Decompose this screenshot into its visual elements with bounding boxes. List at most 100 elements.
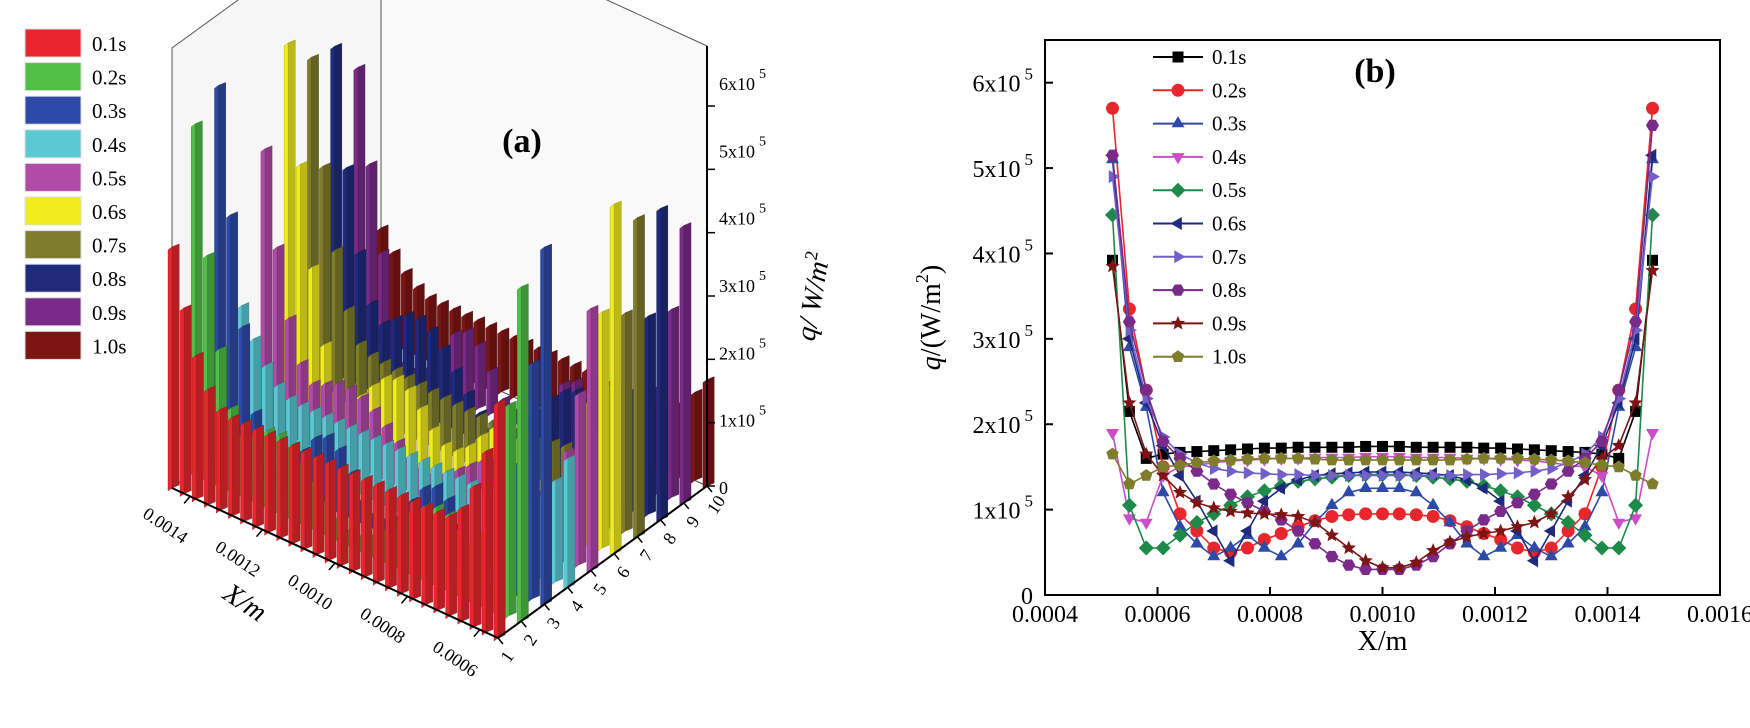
depth-tick-mark [706, 485, 713, 493]
data-point [1561, 489, 1576, 503]
data-point [1612, 518, 1626, 530]
data-point [1274, 549, 1288, 561]
data-point [1511, 451, 1524, 464]
data-point [1324, 527, 1339, 542]
data-point [1611, 438, 1626, 452]
bar-side [590, 304, 599, 571]
data-point [1311, 469, 1323, 482]
data-point [1206, 500, 1221, 514]
data-point [1594, 450, 1609, 465]
panel-b: 0.0004 0.0006 0.0008 0.0010 0.0012 0.0014 0.00… [912, 39, 1750, 657]
legend-marker [1171, 284, 1185, 296]
data-point [1544, 478, 1558, 490]
bar-side [316, 452, 325, 556]
data-point [1612, 460, 1625, 473]
legend-label: 0.6s [1212, 212, 1246, 236]
x-tick-label: 0.0014 [1575, 602, 1641, 628]
data-point [1578, 507, 1592, 521]
data-point [1527, 540, 1541, 552]
legend-label: 0.1s [1212, 45, 1246, 69]
bar-front [609, 203, 615, 557]
data-point [1578, 456, 1592, 468]
data-point [1459, 529, 1474, 543]
data-point [1392, 507, 1406, 521]
data-point [1493, 523, 1508, 537]
bar-front [517, 286, 522, 625]
data-point [1291, 508, 1306, 523]
bar-front [574, 392, 579, 569]
bar-front [452, 403, 457, 457]
data-point [1256, 494, 1269, 508]
legend-swatch [24, 230, 82, 260]
bar-front [457, 506, 462, 625]
bar-front [563, 457, 568, 591]
data-point [1595, 471, 1609, 483]
depth-tick-label: 9 [682, 512, 704, 531]
data-point [1562, 446, 1574, 458]
bar-side [461, 503, 470, 622]
bar-front [204, 388, 209, 509]
data-point [1645, 263, 1660, 277]
data-point [1172, 527, 1188, 543]
data-point [1561, 524, 1575, 538]
data-point [1190, 524, 1204, 538]
depth-tick-mark [636, 536, 643, 544]
panel-label-a: (a) [502, 123, 542, 160]
data-point [1241, 497, 1254, 509]
data-point [1139, 446, 1154, 461]
data-point [1325, 497, 1339, 510]
data-point [1629, 316, 1643, 328]
x-tick-mark-3d [255, 529, 264, 538]
data-point [1561, 454, 1575, 467]
data-point [1359, 507, 1373, 521]
data-point [1647, 254, 1658, 266]
data-point [1240, 524, 1252, 538]
legend-marker [1174, 250, 1186, 264]
data-point [1460, 452, 1474, 465]
data-point [1461, 441, 1473, 453]
bar-side [408, 385, 417, 460]
data-point [1577, 527, 1593, 543]
data-point [1106, 101, 1119, 115]
data-point [1326, 441, 1338, 453]
bar-side [340, 463, 349, 567]
data-point [1412, 469, 1424, 482]
data-point [1207, 478, 1221, 490]
bar-side [625, 309, 633, 532]
data-point [1342, 453, 1355, 466]
data-point [1426, 509, 1440, 523]
bar-front [348, 472, 354, 575]
bar-front [409, 499, 414, 603]
legend-label: 0.1s [92, 32, 126, 56]
data-point [1156, 460, 1170, 473]
data-point [1526, 497, 1542, 513]
data-point [1595, 435, 1609, 447]
data-point [1595, 485, 1609, 497]
data-point [1190, 456, 1204, 468]
depth-tick-mark [543, 603, 551, 611]
z-tick-label: 2x10 5 [719, 336, 766, 363]
bar-side [377, 480, 385, 583]
depth-tick-label: 5 [589, 580, 611, 599]
bar-front [264, 433, 269, 536]
data-point [1646, 477, 1659, 490]
data-point [1410, 453, 1423, 466]
depth-axis-3d [497, 485, 708, 639]
depth-tick-mark [683, 502, 690, 510]
y-tick-label: 6x10 5 [973, 65, 1034, 98]
bar-front [597, 311, 603, 552]
bar-side [508, 400, 517, 616]
data-point [1512, 443, 1523, 455]
data-point [1477, 549, 1491, 561]
data-point [1189, 514, 1205, 530]
bar-side [352, 469, 361, 572]
depth-tick-mark [520, 620, 527, 628]
bar-side [292, 441, 301, 544]
data-point [1190, 465, 1204, 477]
data-point [1378, 469, 1390, 482]
data-point [1545, 453, 1558, 466]
series-line [1111, 176, 1654, 477]
data-point [1377, 440, 1388, 452]
x-tick-label: 0.0004 [1012, 602, 1078, 628]
